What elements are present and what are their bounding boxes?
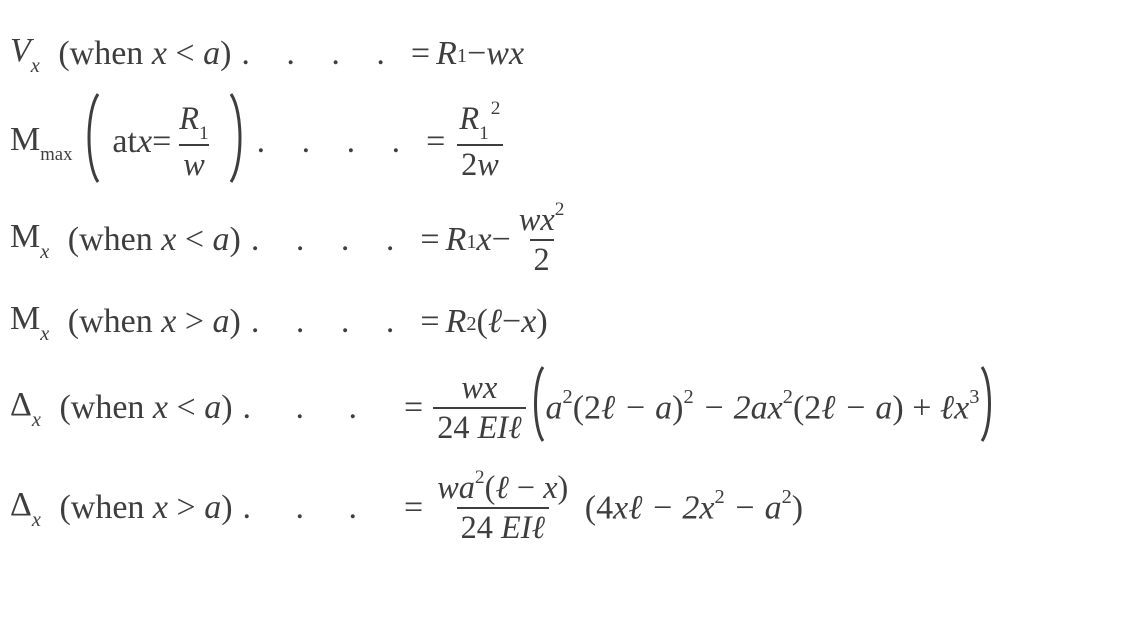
- tail: (4xℓ − 2x2 − a2): [585, 490, 803, 526]
- equals: =: [414, 222, 445, 258]
- equals: =: [381, 490, 429, 526]
- rhs: R1x − wx2 2: [446, 203, 573, 277]
- equals: =: [405, 36, 436, 72]
- dots: . . .: [233, 390, 382, 426]
- sym-mx: Mx: [10, 219, 49, 260]
- fraction: R12 2w: [455, 102, 504, 182]
- condition: (when x < a): [50, 36, 232, 72]
- equation-vx: Vx (when x < a) . . . . = R1 − wx: [10, 20, 1121, 88]
- equation-dx-gt: Δx (when x > a) . . . = wa2(ℓ − x) 24 EI…: [10, 460, 1121, 556]
- equals: =: [414, 304, 445, 340]
- rhs: wx 24 EIℓ a2(2ℓ − a)2 − 2ax2(2ℓ − a) + ℓ…: [429, 365, 995, 451]
- equals: =: [381, 390, 429, 426]
- equation-mx-lt: Mx (when x < a) . . . . = R1x − wx2 2: [10, 196, 1121, 284]
- condition: (when x > a): [59, 304, 241, 340]
- rhs: R12 2w: [451, 102, 508, 182]
- right-paren-icon: [979, 365, 995, 451]
- fraction: wx2 2: [515, 203, 569, 277]
- sym-delta: Δx: [10, 387, 41, 428]
- fraction: wx 24 EIℓ: [433, 371, 525, 445]
- condition: (when x < a): [51, 390, 233, 426]
- dots: . . . .: [241, 304, 415, 340]
- left-paren-icon: [82, 92, 102, 192]
- fraction: R1 w: [175, 102, 212, 182]
- paren-content: a2(2ℓ − a)2 − 2ax2(2ℓ − a) + ℓx3: [546, 390, 980, 426]
- rhs: R1 − wx: [436, 36, 524, 72]
- dots: . . . .: [247, 124, 421, 160]
- left-paren-icon: [530, 365, 546, 451]
- equation-page: Vx (when x < a) . . . . = R1 − wx Mmax: [0, 0, 1136, 630]
- equation-dx-lt: Δx (when x < a) . . . = wx 24 EIℓ: [10, 360, 1121, 456]
- sym-mmax: Mmax: [10, 122, 72, 162]
- right-paren-icon: [227, 92, 247, 192]
- condition: (when x < a): [59, 222, 241, 258]
- paren-content: at x = R1 w: [112, 102, 216, 182]
- equals: =: [420, 124, 451, 160]
- condition: (when x > a): [51, 490, 233, 526]
- fraction: wa2(ℓ − x) 24 EIℓ: [433, 471, 572, 545]
- sym-mx: Mx: [10, 301, 49, 342]
- rhs: wa2(ℓ − x) 24 EIℓ (4xℓ − 2x2 − a2): [429, 471, 803, 545]
- rhs: R2 (ℓ − x): [446, 304, 548, 340]
- equation-mmax: Mmax at x = R1 w . . . . =: [10, 92, 1121, 192]
- equation-mx-gt: Mx (when x > a) . . . . = R2 (ℓ − x): [10, 288, 1121, 356]
- dots: . . .: [233, 490, 382, 526]
- sym-delta: Δx: [10, 487, 41, 528]
- sym-v: Vx: [10, 33, 40, 74]
- dots: . . . .: [241, 222, 415, 258]
- dots: . . . .: [231, 36, 405, 72]
